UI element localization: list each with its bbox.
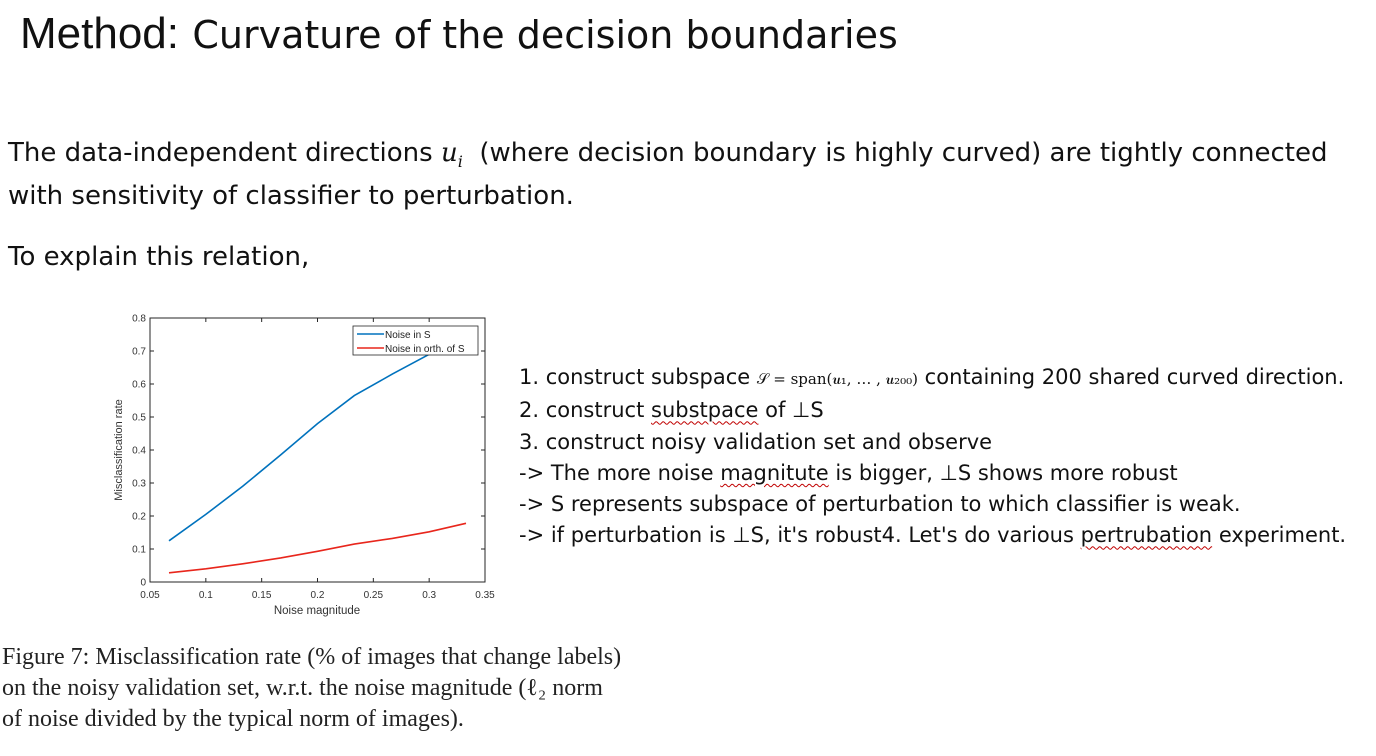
figure-caption: Figure 7: Misclassification rate (% of i… [2, 644, 622, 732]
steps-list: 1. construct subspace 𝒮 = span(𝒖₁, … , 𝒖… [519, 362, 1346, 552]
y-tick-label: 0.4 [132, 446, 146, 457]
y-tick-label: 0.8 [132, 314, 146, 325]
y-tick-label: 0.7 [132, 347, 146, 358]
intro-paragraph: The data-independent directions ui (wher… [8, 136, 1370, 213]
y-tick-label: 0.3 [132, 479, 146, 490]
step-1: 1. construct subspace 𝒮 = span(𝒖₁, … , 𝒖… [519, 365, 1345, 389]
x-tick-label: 0.3 [422, 590, 436, 601]
legend-box [352, 325, 479, 356]
step-3: 3. construct noisy validation set and ob… [519, 429, 993, 454]
series-lines [168, 353, 467, 574]
step-5: -> S represents subspace of perturbation… [519, 492, 1241, 517]
legend-label-noise-in-s: Noise in S [385, 330, 431, 341]
x-tick-label: 0.1 [199, 590, 213, 601]
step-4: -> The more noise magnitute is bigger, ⊥… [519, 460, 1178, 485]
y-tick-label: 0.2 [132, 512, 146, 523]
step-6: -> if perturbation is ⊥S, it's robust4. … [519, 523, 1347, 548]
intro-before: The data-independent directions [8, 138, 433, 168]
title-prefix: Method: [20, 9, 179, 58]
y-ticks: 0 0.1 0.2 0.3 0.4 0.5 0.6 0.7 0.8 [132, 314, 485, 589]
x-tick-label: 0.25 [364, 590, 384, 601]
intro-after: (where decision boundary is highly curve… [8, 138, 1328, 212]
legend-label-noise-orth-s: Noise in orth. of S [385, 344, 465, 355]
series-line-noise-in-orth-of-s [168, 522, 467, 574]
x-tick-label: 0.35 [475, 590, 495, 601]
spellcheck-word: pertrubation [1080, 523, 1213, 548]
title-main: Curvature of the decision boundaries [192, 13, 898, 57]
explain-text: To explain this relation, [8, 242, 310, 272]
legend: Noise in S Noise in orth. of S [352, 325, 479, 356]
x-tick-label: 0.05 [140, 590, 160, 601]
x-ticks: 0.05 0.1 0.15 0.2 0.25 0.3 0.35 [140, 318, 495, 601]
y-tick-label: 0.6 [132, 380, 146, 391]
y-tick-label: 0.1 [132, 545, 146, 556]
spellcheck-word: magnitute [720, 460, 829, 485]
plot-area-frame [149, 317, 486, 583]
subspace-formula: 𝒮 = span(𝒖₁, … , 𝒖₂₀₀) [756, 370, 918, 388]
series-line-noise-in-s [168, 353, 430, 542]
y-tick-label: 0 [140, 578, 146, 589]
x-axis-label: Noise magnitude [274, 605, 360, 617]
misclassification-chart: 0 0.1 0.2 0.3 0.4 0.5 0.6 0.7 0.8 0.05 0.1 0.15 0.2… [113, 314, 495, 618]
slide-title: Method: Curvature of the decision bounda… [20, 8, 898, 61]
step-2: 2. construct substpace of ⊥S [519, 398, 824, 423]
intro-math: ui [440, 138, 463, 172]
x-tick-label: 0.15 [252, 590, 272, 601]
x-tick-label: 0.2 [311, 590, 325, 601]
y-axis-label: Misclassification rate [113, 399, 125, 500]
y-tick-label: 0.5 [132, 413, 146, 424]
spellcheck-word: substpace [651, 398, 759, 423]
